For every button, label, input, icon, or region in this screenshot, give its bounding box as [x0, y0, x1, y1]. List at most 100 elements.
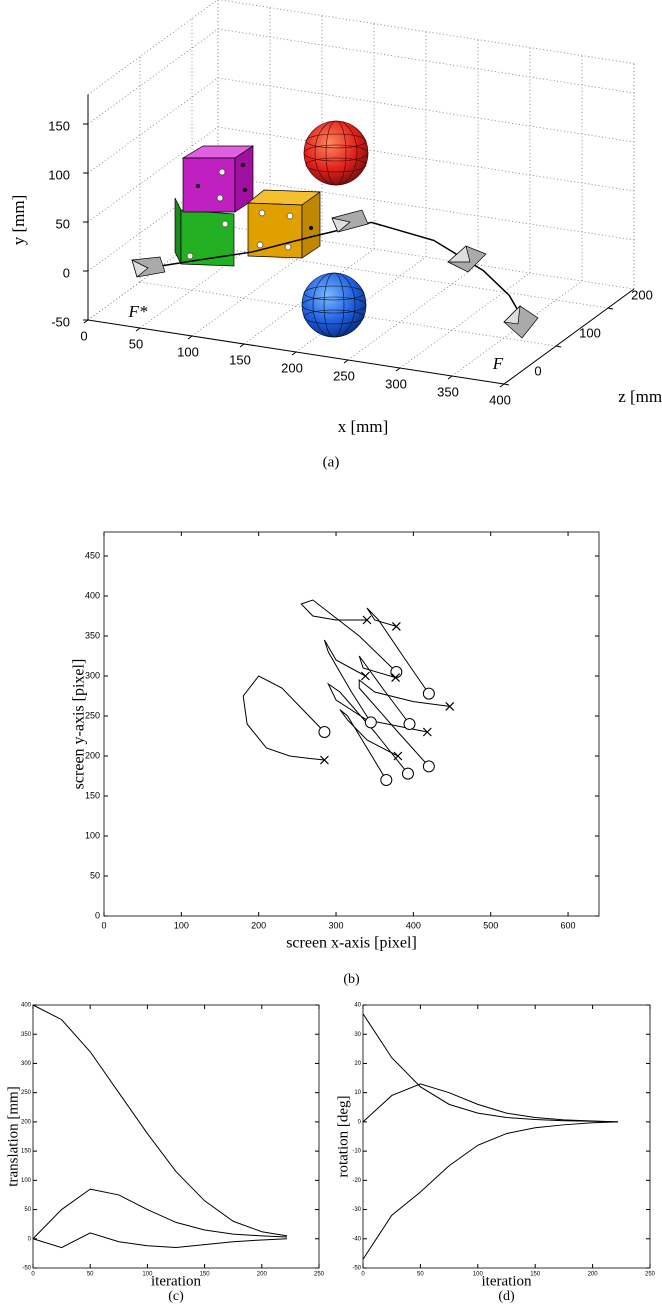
y-tick-label: 150: [48, 118, 70, 133]
box-edge: [217, 0, 635, 64]
y-tick-label: 400: [21, 1003, 32, 1009]
end-marker: [393, 751, 403, 761]
x-tick-label: 0: [80, 328, 87, 343]
x-tick-label: 150: [530, 1272, 541, 1278]
y-axis-label: rotation [deg]: [335, 1095, 351, 1177]
x-tick-label: 250: [645, 1272, 656, 1278]
y-tick-label: 350: [21, 1032, 32, 1038]
x-tick-label: 200: [251, 920, 266, 930]
line: [362, 1121, 618, 1260]
y-tick-label: 0: [95, 910, 100, 920]
cube-face: [301, 191, 321, 259]
y-tick-label: 150: [21, 1149, 32, 1155]
cube-face: [247, 202, 303, 259]
y-tick-label: 300: [85, 670, 100, 680]
grid-line: [399, 272, 531, 369]
caption: (b): [343, 972, 360, 987]
line: [362, 1013, 618, 1123]
z-tick-label: 200: [631, 287, 653, 302]
scene-objects: [174, 120, 369, 338]
grid-layer: [87, 0, 635, 385]
trajectory: [139, 221, 523, 318]
x-axis-label: x [mm]: [338, 417, 389, 436]
y-tick-label: 100: [48, 167, 70, 182]
end-marker: [362, 615, 372, 625]
x-tick-label: 250: [333, 368, 355, 383]
y-tick-label: 250: [21, 1090, 32, 1096]
z-axis-label: z [mm]: [618, 387, 662, 406]
x-tick-label: 200: [281, 360, 303, 375]
grid-line: [87, 77, 219, 174]
caption: (c): [168, 1289, 184, 1304]
end-marker: [391, 673, 401, 683]
end-marker: [391, 621, 401, 631]
grid-line: [191, 240, 323, 337]
start-marker: [318, 726, 331, 738]
x-tick-label: 300: [329, 920, 344, 930]
x-tick-label: 0: [361, 1272, 365, 1278]
x-tick-label: 100: [473, 1272, 484, 1278]
end-marker: [320, 755, 329, 765]
box-edge: [87, 0, 219, 95]
y-tick-label: 40: [354, 1003, 361, 1009]
die-pip: [243, 188, 247, 192]
x-tick-label: 50: [87, 1272, 94, 1278]
z-tick: [503, 383, 510, 386]
die-pip: [256, 241, 264, 249]
annotation: F: [492, 354, 504, 373]
x-tick-label: 50: [129, 336, 143, 351]
annotation: F*: [128, 302, 148, 321]
y-tick-label: 300: [21, 1061, 32, 1067]
line: [32, 1004, 288, 1237]
grid-line: [217, 175, 635, 241]
z-tick-label: 0: [534, 363, 541, 378]
sphere: [303, 120, 369, 186]
x-tick-label: 400: [489, 392, 511, 407]
x-tick-label: 200: [588, 1272, 599, 1278]
x-axis-label: iteration: [151, 1273, 201, 1289]
line: [362, 1083, 618, 1123]
y-tick-label: 0: [358, 1119, 362, 1125]
z-tick: [607, 307, 614, 310]
y-tick-label: 50: [24, 1207, 31, 1213]
x-tick-label: 0: [101, 920, 106, 930]
y-axis-label: screen y-axis [pixel]: [71, 659, 88, 790]
grid-line: [87, 126, 219, 223]
y-tick-label: 0: [28, 1236, 32, 1242]
x-tick: [239, 343, 245, 348]
y-tick-label: -20: [352, 1178, 361, 1184]
die-pip: [186, 252, 194, 260]
x-tick: [291, 351, 297, 356]
y-tick-label: 10: [354, 1090, 361, 1096]
x-tick-label: 600: [561, 920, 576, 930]
data-layer: 050100150200250300350400-500501001500100…: [5, 94, 662, 1304]
die-pip: [218, 168, 226, 176]
start-marker: [401, 767, 414, 780]
y-tick-label: 100: [21, 1178, 32, 1184]
die-pip: [221, 220, 229, 228]
x-tick-label: 150: [200, 1272, 211, 1278]
grid-line: [87, 28, 219, 125]
x-tick: [343, 359, 349, 364]
x-tick-label: 300: [385, 376, 407, 391]
trajectory: [358, 678, 450, 767]
x-tick-label: 250: [314, 1272, 325, 1278]
plot-frame: [103, 531, 600, 917]
y-tick-label: -50: [22, 1266, 31, 1272]
cube-face: [182, 157, 236, 213]
cube-face: [180, 209, 235, 267]
end-marker: [422, 727, 432, 737]
x-axis-label: iteration: [482, 1273, 532, 1289]
start-marker: [422, 687, 435, 700]
x-tick: [135, 327, 141, 332]
x-axis-label: screen x-axis [pixel]: [286, 935, 417, 952]
x-tick-label: 400: [406, 920, 421, 930]
end-marker: [445, 701, 455, 711]
die-pip: [258, 209, 266, 217]
start-marker: [380, 774, 393, 786]
x-tick: [395, 367, 401, 372]
plot-frame: [32, 1004, 320, 1269]
die-pip: [216, 194, 224, 202]
trajectory: [242, 675, 325, 761]
